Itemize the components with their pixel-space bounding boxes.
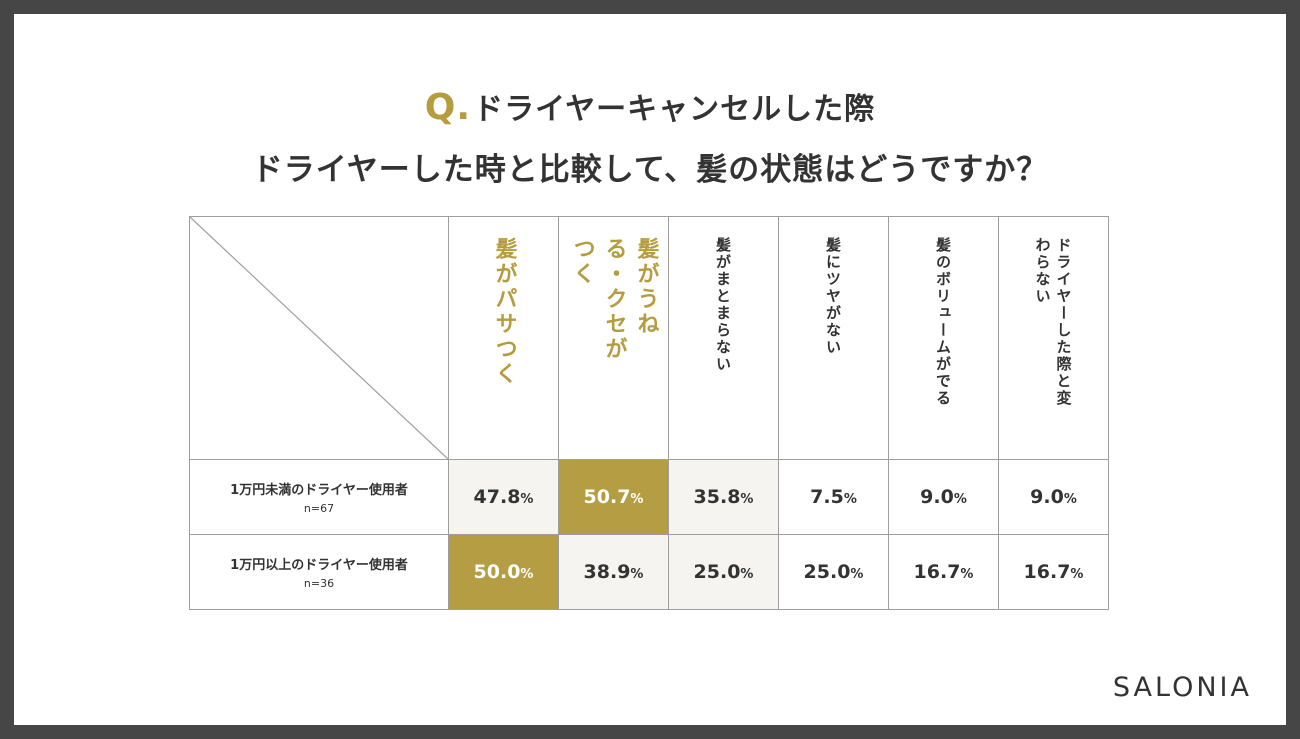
column-header: 髪がうねる・クセがつく bbox=[558, 216, 669, 460]
value-number: 9.0 bbox=[920, 486, 954, 508]
row-header: 1万円未満のドライヤー使用者 n=67 bbox=[189, 459, 449, 535]
column-header-label: 髪がうねる・クセがつく bbox=[569, 237, 659, 362]
percent-unit: % bbox=[960, 567, 974, 582]
value-cell: 47.8% bbox=[448, 459, 559, 535]
value-cell: 7.5% bbox=[778, 459, 889, 535]
value-cell: 25.0% bbox=[778, 534, 889, 610]
column-header-label: 髪のボリュームがでる bbox=[934, 237, 952, 407]
percent-unit: % bbox=[953, 492, 967, 507]
percent-unit: % bbox=[1070, 567, 1084, 582]
value-number: 25.0 bbox=[803, 561, 851, 583]
value-cell: 50.7% bbox=[558, 459, 669, 535]
sample-size: n=67 bbox=[303, 502, 335, 515]
q-mark: Q. bbox=[424, 87, 472, 128]
data-row: 1万円未満のドライヤー使用者 n=67 47.8% 50.7% 35.8% 7.5% 9.… bbox=[189, 459, 1109, 535]
percent-unit: % bbox=[740, 567, 754, 582]
percent-unit: % bbox=[740, 492, 754, 507]
column-header: 髪のボリュームがでる bbox=[888, 216, 999, 460]
value-number: 7.5 bbox=[810, 486, 844, 508]
percent-unit: % bbox=[520, 492, 534, 507]
value-number: 16.7 bbox=[913, 561, 961, 583]
question-title-line2: ドライヤーした時と比較して、髪の状態はどうですか？ bbox=[251, 152, 1049, 188]
column-header-label: 髪がまとまらない bbox=[714, 237, 732, 373]
value-cell: 16.7% bbox=[888, 534, 999, 610]
value-cell: 25.0% bbox=[668, 534, 779, 610]
column-header-label: 髪がパサつく bbox=[491, 237, 517, 387]
value-number: 9.0 bbox=[1030, 486, 1064, 508]
column-header: 髪がまとまらない bbox=[668, 216, 779, 460]
column-header: 髪がパサつく bbox=[448, 216, 559, 460]
value-number: 25.0 bbox=[693, 561, 741, 583]
results-table: 髪がパサつく 髪がうねる・クセがつく 髪がまとまらない 髪にツヤがない 髪のボリ… bbox=[189, 216, 1109, 610]
percent-unit: % bbox=[630, 567, 644, 582]
column-header-label: ドライヤーした際と変わらない bbox=[1033, 237, 1073, 407]
brand-logo: SALONIA bbox=[1112, 672, 1252, 703]
header-row: 髪がパサつく 髪がうねる・クセがつく 髪がまとまらない 髪にツヤがない 髪のボリ… bbox=[189, 216, 1109, 460]
value-number: 50.7 bbox=[583, 486, 631, 508]
value-number: 38.9 bbox=[583, 561, 631, 583]
diagonal-line bbox=[190, 217, 448, 459]
row-header: 1万円以上のドライヤー使用者 n=36 bbox=[189, 534, 449, 610]
value-cell: 35.8% bbox=[668, 459, 779, 535]
value-number: 50.0 bbox=[473, 561, 521, 583]
percent-unit: % bbox=[843, 492, 857, 507]
question-title-line1: Q.ドライヤーキャンセルした際 bbox=[0, 84, 1300, 128]
value-cell: 9.0% bbox=[998, 459, 1109, 535]
sample-size: n=36 bbox=[303, 577, 335, 590]
data-row: 1万円以上のドライヤー使用者 n=36 50.0% 38.9% 25.0% 25.0% 1… bbox=[189, 534, 1109, 610]
column-header-label: 髪にツヤがない bbox=[824, 237, 842, 356]
value-cell: 16.7% bbox=[998, 534, 1109, 610]
value-number: 35.8 bbox=[693, 486, 741, 508]
percent-unit: % bbox=[520, 567, 534, 582]
column-header: 髪にツヤがない bbox=[778, 216, 889, 460]
percent-unit: % bbox=[1063, 492, 1077, 507]
column-header: ドライヤーした際と変わらない bbox=[998, 216, 1109, 460]
value-cell: 38.9% bbox=[558, 534, 669, 610]
row-label: 1万円未満のドライヤー使用者 bbox=[230, 483, 408, 498]
value-cell: 9.0% bbox=[888, 459, 999, 535]
row-label: 1万円以上のドライヤー使用者 bbox=[230, 558, 408, 573]
corner-cell bbox=[189, 216, 449, 460]
percent-unit: % bbox=[630, 492, 644, 507]
percent-unit: % bbox=[850, 567, 864, 582]
question-title-text: ドライヤーキャンセルした際 bbox=[473, 92, 876, 127]
value-cell: 50.0% bbox=[448, 534, 559, 610]
value-number: 47.8 bbox=[473, 486, 521, 508]
value-number: 16.7 bbox=[1023, 561, 1071, 583]
